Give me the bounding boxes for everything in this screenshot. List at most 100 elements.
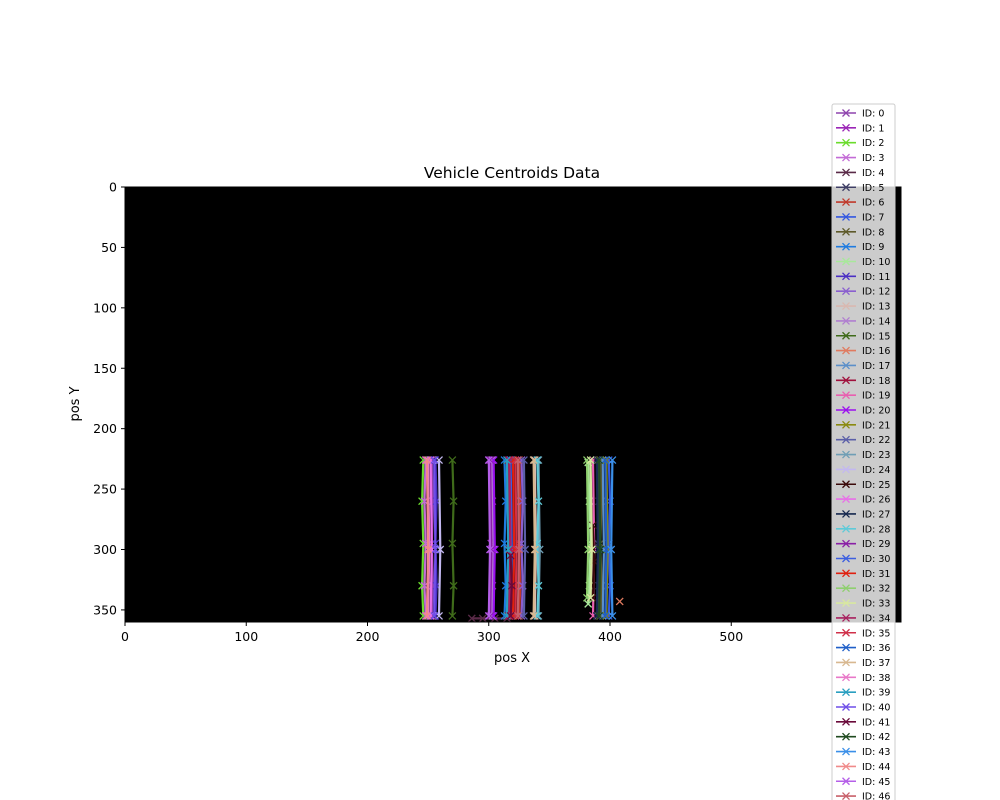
legend-marker — [842, 227, 850, 236]
legend-label: ID: 5 — [862, 183, 884, 194]
data-point — [589, 611, 597, 620]
series-38 — [424, 456, 434, 620]
legend-marker — [842, 658, 850, 667]
legend-marker — [842, 732, 850, 741]
legend-label: ID: 27 — [862, 509, 890, 520]
legend-item: ID: 16 — [836, 346, 890, 357]
legend-item: ID: 8 — [836, 227, 884, 238]
series-32 — [583, 456, 593, 602]
series-line — [429, 460, 433, 617]
legend-label: ID: 40 — [862, 703, 890, 714]
data-point — [608, 456, 617, 465]
data-point — [533, 611, 542, 620]
data-point — [513, 611, 522, 620]
legend-marker — [842, 242, 850, 251]
data-point — [500, 539, 509, 548]
x-tick-label: 100 — [234, 629, 258, 644]
series-line — [516, 460, 521, 617]
data-point — [484, 456, 493, 465]
legend-label: ID: 34 — [862, 613, 890, 624]
legend-marker — [842, 480, 850, 489]
data-point — [422, 456, 431, 465]
legend-item: ID: 23 — [836, 450, 890, 461]
data-point — [601, 611, 610, 620]
legend-item: ID: 32 — [836, 584, 890, 595]
series-line — [607, 460, 612, 617]
data-point — [595, 456, 604, 465]
data-point — [449, 497, 458, 506]
legend-label: ID: 39 — [862, 688, 890, 699]
legend-item: ID: 6 — [836, 198, 884, 209]
legend-item: ID: 19 — [836, 391, 890, 402]
data-point — [602, 456, 611, 465]
x-tick-label: 200 — [356, 629, 380, 644]
series-42 — [595, 456, 605, 620]
legend-label: ID: 43 — [862, 747, 890, 758]
data-point — [608, 611, 617, 620]
y-tick-label: 300 — [93, 542, 117, 557]
legend-item: ID: 3 — [836, 153, 884, 164]
series-15 — [448, 456, 458, 620]
legend-item: ID: 15 — [836, 331, 890, 342]
legend-label: ID: 33 — [862, 599, 890, 610]
data-point — [607, 545, 616, 554]
legend-marker — [842, 287, 850, 296]
legend-item: ID: 43 — [836, 747, 890, 758]
legend-item: ID: 9 — [836, 242, 884, 253]
series-21 — [602, 456, 612, 620]
legend-marker — [842, 212, 850, 221]
legend-item: ID: 46 — [836, 792, 890, 800]
legend: ID: 0 ID: 1 ID: 2 ID: 3 ID: 4 ID: 5 ID: 6 ID: 7… — [831, 103, 896, 800]
legend-label: ID: 29 — [862, 539, 890, 550]
series-line — [522, 460, 527, 617]
legend-marker — [842, 450, 850, 459]
data-point — [583, 593, 591, 602]
legend-item: ID: 30 — [836, 554, 890, 565]
series-line — [503, 460, 507, 617]
legend-item: ID: 28 — [836, 524, 890, 535]
legend-label: ID: 6 — [862, 198, 884, 209]
data-point — [595, 611, 604, 620]
data-point — [533, 456, 542, 465]
data-point — [448, 611, 457, 620]
legend-label: ID: 24 — [862, 465, 890, 476]
y-tick-label: 150 — [93, 361, 117, 376]
legend-marker — [842, 123, 850, 132]
legend-label: ID: 21 — [862, 420, 890, 431]
legend-label: ID: 12 — [862, 287, 890, 298]
legend-label: ID: 46 — [862, 792, 890, 800]
legend-label: ID: 37 — [862, 658, 890, 669]
y-axis-label: pos Y — [68, 386, 83, 421]
series-line — [532, 460, 536, 617]
legend-marker — [842, 316, 850, 325]
series-41 — [506, 551, 516, 620]
series-line — [433, 460, 437, 617]
legend-label: ID: 42 — [862, 732, 890, 743]
legend-label: ID: 2 — [862, 138, 884, 149]
data-point — [596, 545, 605, 554]
legend-marker — [842, 613, 850, 622]
legend-item: ID: 31 — [836, 569, 890, 580]
series-line — [420, 460, 425, 617]
data-point — [519, 456, 528, 465]
legend-marker — [842, 495, 850, 504]
series-line — [505, 460, 510, 617]
data-point — [486, 611, 494, 620]
x-axis-label: pos X — [494, 651, 530, 666]
legend-label: ID: 3 — [862, 153, 884, 164]
series-line — [492, 460, 496, 617]
data-point — [487, 545, 496, 554]
legend-label: ID: 8 — [862, 227, 884, 238]
data-point — [424, 545, 433, 554]
legend-label: ID: 7 — [862, 212, 884, 223]
legend-marker — [842, 257, 850, 266]
legend-marker — [842, 643, 850, 652]
data-point — [430, 611, 439, 620]
data-point — [515, 545, 524, 554]
legend-label: ID: 22 — [862, 435, 890, 446]
legend-marker — [842, 109, 850, 117]
legend-item: ID: 14 — [836, 316, 890, 327]
y-tick-label: 50 — [101, 240, 117, 255]
legend-item: ID: 41 — [836, 717, 890, 728]
